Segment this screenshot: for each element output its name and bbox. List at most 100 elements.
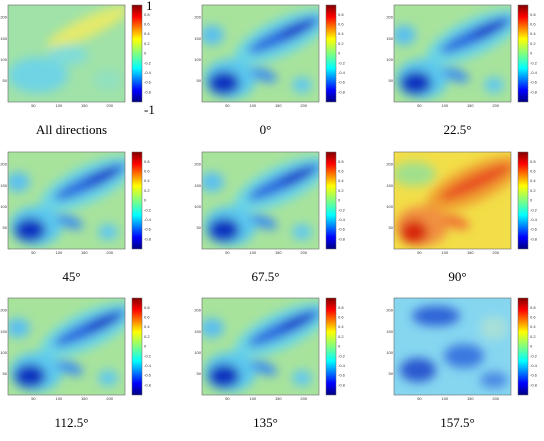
blob xyxy=(86,167,120,185)
x-tick-label: 150 xyxy=(467,396,474,401)
blob xyxy=(208,218,240,242)
colorbar-tick-label: -0.8 xyxy=(144,236,152,241)
heatmap xyxy=(8,298,125,395)
colorbar-tick-label: 0.4 xyxy=(144,178,150,183)
blob xyxy=(14,364,46,388)
colorbar-tick-label: -0.2 xyxy=(144,207,152,212)
colorbar-tick-label: 0.4 xyxy=(530,324,536,329)
blob xyxy=(442,67,470,83)
colorbar-tick-label: 0.4 xyxy=(144,324,150,329)
x-tick-label: 200 xyxy=(300,103,307,108)
colorbar-tick-label: 0.2 xyxy=(144,41,150,46)
heatmap-frame xyxy=(201,297,320,396)
y-tick-label: 100 xyxy=(386,57,393,62)
y-tick-label: 200 xyxy=(0,162,7,167)
x-tick-label: 100 xyxy=(56,103,63,108)
heatmap-blobs xyxy=(8,302,125,392)
colorbar-tick-label: -0.2 xyxy=(144,60,152,65)
blob xyxy=(202,172,224,192)
colorbar-tick-label: 0.2 xyxy=(144,188,150,193)
x-tick-label: 200 xyxy=(106,250,113,255)
x-tick-label: 150 xyxy=(275,103,282,108)
heatmap xyxy=(8,152,125,249)
y-tick-label: 200 xyxy=(194,15,201,20)
y-tick-label: 50 xyxy=(3,225,8,230)
y-tick-label: 200 xyxy=(194,162,201,167)
colorbar-tick-label: 0.8 xyxy=(338,305,344,310)
x-tick-label: 100 xyxy=(250,396,257,401)
x-tick-label: 150 xyxy=(467,250,474,255)
panel: 50 50 100 100 150 150 200 200 0.8 0.6 0.4 0.2 0 -0.2 -… xyxy=(386,151,538,284)
y-tick-label: 200 xyxy=(386,162,393,167)
y-tick-label: 50 xyxy=(389,371,394,376)
colorbar-tick-label: -0.8 xyxy=(338,89,346,94)
blob xyxy=(412,306,460,326)
heatmap-frame xyxy=(201,4,320,103)
panel-caption: 135° xyxy=(253,415,278,430)
colorbar-tick-label: 0.6 xyxy=(144,168,150,173)
colorbar xyxy=(131,151,143,250)
blob xyxy=(484,77,504,93)
blob xyxy=(202,318,224,338)
colorbar-tick-label: 0.6 xyxy=(530,168,536,173)
x-tick-label: 100 xyxy=(250,250,257,255)
heatmap xyxy=(202,5,319,102)
colorbar-tick-label: 0.2 xyxy=(530,334,536,339)
colorbar-tick-label: -0.2 xyxy=(338,60,346,65)
colorbar xyxy=(131,297,143,396)
blob xyxy=(292,370,312,386)
x-tick-label: 200 xyxy=(106,103,113,108)
colorbar-tick-label: -0.6 xyxy=(338,80,346,85)
x-tick-label: 200 xyxy=(492,103,499,108)
colorbar-tick-label: 0.6 xyxy=(144,21,150,26)
colorbar-tick-label: 0 xyxy=(144,51,147,56)
blob xyxy=(46,5,125,49)
colorbar-tick-label: -0.6 xyxy=(530,373,538,378)
blob xyxy=(439,163,511,201)
y-tick-label: 50 xyxy=(389,225,394,230)
colorbar-tick-label: 0.2 xyxy=(338,41,344,46)
heatmap-blobs xyxy=(202,156,319,246)
colorbar-tick-label: 0.2 xyxy=(338,188,344,193)
y-tick-label: 50 xyxy=(197,225,202,230)
colorbar-tick-label: 0.6 xyxy=(338,314,344,319)
y-tick-label: 150 xyxy=(0,36,7,41)
x-tick-label: 50 xyxy=(225,250,230,255)
x-tick-label: 150 xyxy=(81,396,88,401)
x-tick-label: 200 xyxy=(106,396,113,401)
heatmap-blobs xyxy=(8,5,125,93)
colorbar-tick-label: 0 xyxy=(144,198,147,203)
colorbar-tick-label: 0.8 xyxy=(530,305,536,310)
colorbar-tick-label: -0.4 xyxy=(530,363,538,368)
blob xyxy=(442,214,470,230)
colorbar-tick-label: -0.4 xyxy=(530,70,538,75)
y-tick-label: 150 xyxy=(386,183,393,188)
colorbar-tick-label: 0.6 xyxy=(144,314,150,319)
y-tick-label: 100 xyxy=(0,57,7,62)
colorbar-tick-label: 0.8 xyxy=(530,159,536,164)
colorbar-max-label: 1 xyxy=(146,0,153,13)
colorbar-tick-label: -0.4 xyxy=(530,217,538,222)
heatmap-blobs xyxy=(394,156,511,246)
colorbar-tick-label: -0.8 xyxy=(144,89,152,94)
blob xyxy=(250,360,278,376)
colorbar-tick-label: -0.2 xyxy=(144,353,152,358)
colorbar xyxy=(517,297,529,396)
heatmap xyxy=(8,5,125,102)
colorbar-tick-label: 0.4 xyxy=(530,31,536,36)
colorbar-tick-label: 0.8 xyxy=(530,12,536,17)
y-tick-label: 150 xyxy=(386,36,393,41)
x-tick-label: 200 xyxy=(300,396,307,401)
colorbar-tick-label: 0.8 xyxy=(338,12,344,17)
y-tick-label: 100 xyxy=(386,350,393,355)
colorbar-tick-label: 0.2 xyxy=(530,188,536,193)
x-tick-label: 50 xyxy=(417,396,422,401)
heatmap xyxy=(394,298,511,395)
heatmap xyxy=(202,152,319,249)
blob xyxy=(8,172,30,192)
x-tick-label: 150 xyxy=(81,250,88,255)
y-tick-label: 200 xyxy=(386,15,393,20)
y-tick-label: 200 xyxy=(0,308,7,313)
panel-caption: 90° xyxy=(448,269,466,284)
